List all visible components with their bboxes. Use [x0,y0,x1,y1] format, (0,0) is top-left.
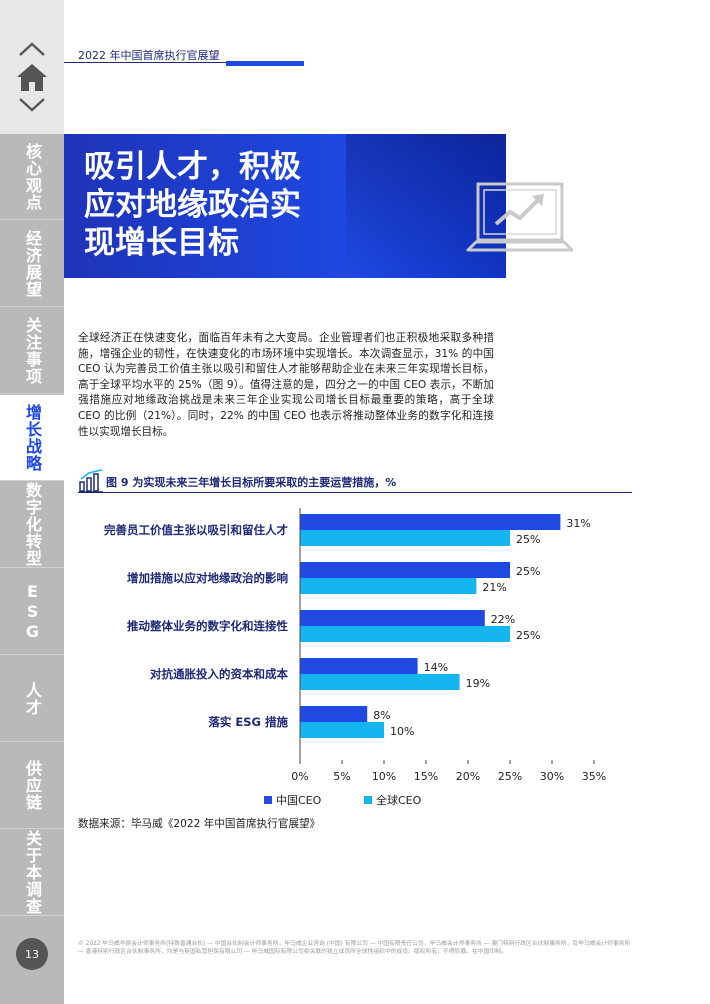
sidebar-item-label: 关于本调查 [23,830,42,915]
data-label: 25% [516,629,540,642]
figure-rule [78,492,632,493]
sidebar-item[interactable]: 关注事项 [0,308,64,394]
sidebar-item-label: 关注事项 [23,316,42,385]
page-number-badge: 13 [16,938,48,970]
bar [300,610,485,626]
sidebar-item[interactable]: 人才 [0,656,64,742]
sidebar-item-label: 增长战略 [23,403,42,472]
sidebar-item-label: 经济展望 [23,229,42,298]
x-tick-label: 15% [414,770,438,783]
sidebar-item-label: 核心观点 [23,142,42,211]
legend-swatch [364,796,372,804]
sidebar-item-label: 供应链 [23,760,42,811]
sidebar-item[interactable]: 数字化转型 [0,482,64,568]
bar [300,530,510,546]
bar [300,706,368,722]
legend-label: 全球CEO [376,793,422,807]
sidebar-item-label: 人才 [23,681,42,716]
sidebar-item-label: 数字化转型 [23,482,42,567]
sidebar-item[interactable]: 核心观点 [0,134,64,220]
bar [300,626,510,642]
bar [300,674,460,690]
bar [300,562,510,578]
sidebar-item[interactable]: 增长战略 [0,395,64,481]
header-accent-bar [226,61,304,66]
data-label: 19% [466,677,490,690]
bar-chart-icon [79,469,103,493]
section-banner: 吸引人才，积极 应对地缘政治实 现增长目标 [64,134,506,278]
legend-swatch [264,796,272,804]
figure-title: 图 9 为实现未来三年增长目标所要采取的主要运营措施，% [106,476,397,489]
data-label: 22% [491,613,515,626]
bar [300,514,561,530]
sidebar-item[interactable]: 关于本调查 [0,830,64,916]
bar [300,658,418,674]
x-tick-label: 25% [498,770,522,783]
source-note: 数据来源：毕马威《2022 年中国首席执行官展望》 [78,818,321,830]
category-label: 完善员工价值主张以吸引和留住人才 [104,523,288,537]
sidebar-nav: 核心观点经济展望关注事项增长战略数字化转型 ESG 人才供应链关于本调查 13 [0,0,64,1004]
footer-copyright: © 2022 毕马威华振会计师事务所(特殊普通合伙) — 中国合伙制会计师事务所… [78,941,631,955]
x-tick-label: 30% [540,770,564,783]
running-header: 2022 年中国首席执行官展望 [78,49,220,62]
data-label: 14% [424,661,448,674]
data-label: 25% [516,565,540,578]
bar [300,578,477,594]
banner-title-line: 应对地缘政治实 [84,187,301,223]
nav-controls [0,0,64,134]
x-tick-label: 5% [333,770,350,783]
category-label: 增加措施以应对地缘政治的影响 [127,571,288,585]
data-label: 25% [516,533,540,546]
banner-title-line: 现增长目标 [84,225,239,261]
laptop-chart-icon [466,182,574,252]
banner-title-line: 吸引人才，积极 [84,149,301,185]
x-tick-label: 35% [582,770,606,783]
growth-measures-bar-chart: 完善员工价值主张以吸引和留住人才 31%25%增加措施以应对地缘政治的影响 25%2… [104,508,606,807]
body-paragraph: 全球经济正在快速变化，面临百年未有之大变局。企业管理者们也正积极地采取多种措施，… [78,332,494,438]
category-label: 落实 ESG 措施 [208,715,288,729]
chevron-down-icon[interactable] [17,96,47,114]
header-rule [64,62,304,63]
chevron-up-icon[interactable] [17,40,47,58]
bar [300,722,384,738]
x-tick-label: 20% [456,770,480,783]
data-label: 8% [373,709,390,722]
sidebar-item[interactable]: 供应链 [0,743,64,829]
data-label: 10% [390,725,414,738]
sidebar-item[interactable]: 经济展望 [0,221,64,307]
sidebar-item[interactable]: ESG [0,569,64,655]
sidebar-item-label: ESG [23,581,42,642]
data-label: 31% [566,517,590,530]
x-tick-label: 10% [372,770,396,783]
x-tick-label: 0% [291,770,308,783]
data-label: 21% [482,581,506,594]
banner-title: 吸引人才，积极 应对地缘政治实 现增长目标 [84,148,384,262]
category-label: 对抗通胀投入的资本和成本 [150,667,288,681]
legend-label: 中国CEO [276,794,322,807]
home-icon[interactable] [16,62,48,92]
category-label: 推动整体业务的数字化和连接性 [127,619,288,633]
